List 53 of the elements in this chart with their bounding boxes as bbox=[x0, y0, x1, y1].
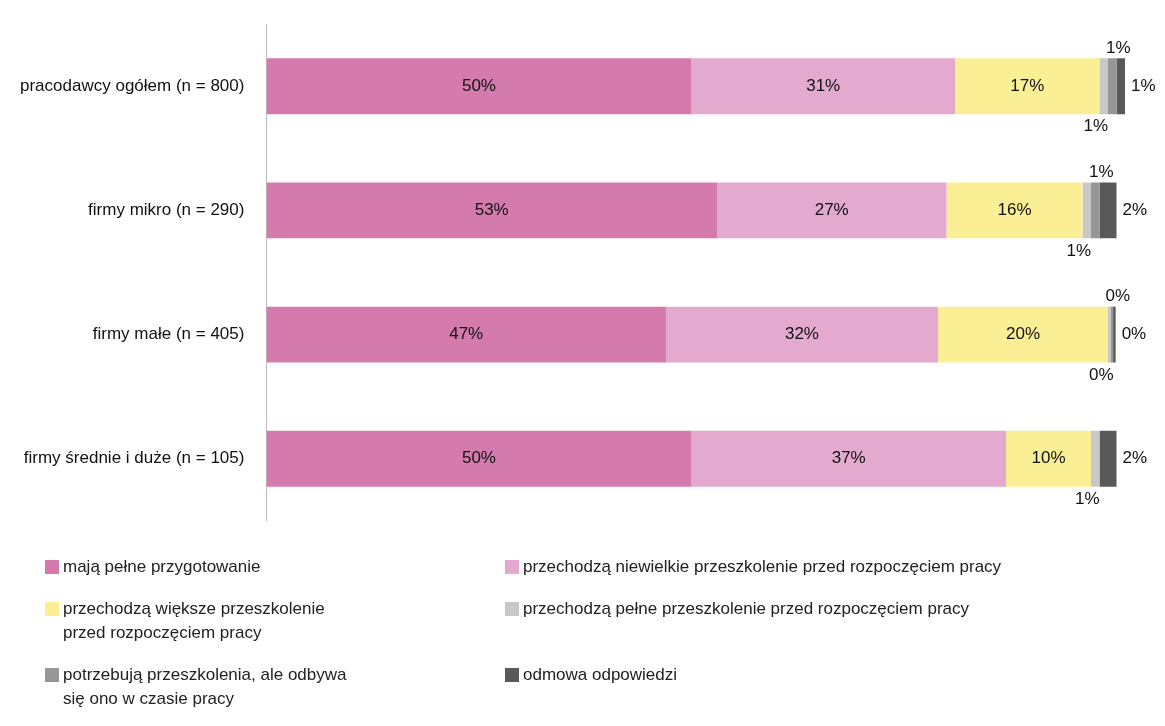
data-label: 0% bbox=[1088, 364, 1114, 384]
bar bbox=[954, 58, 1100, 115]
y-tick-label: firmy małe (n = 405) bbox=[92, 324, 245, 344]
data-label: 27% bbox=[814, 200, 849, 220]
legend-label: przechodzą większe przeszkolenie przed rozpoczęciem pracy bbox=[63, 598, 326, 644]
bar bbox=[691, 430, 1006, 487]
bar bbox=[1099, 58, 1108, 115]
data-label: 10% bbox=[1031, 448, 1066, 468]
bar bbox=[266, 306, 666, 363]
bar bbox=[716, 182, 947, 239]
data-label: 37% bbox=[831, 448, 866, 468]
data-label: 0% bbox=[1121, 324, 1147, 344]
bar bbox=[266, 182, 717, 239]
legend-label: potrzebują przeszkolenia, ale odbywa się ono w czasie pracy bbox=[63, 664, 348, 710]
legend-label: mają pełne przygotowanie bbox=[63, 556, 261, 578]
data-label: 1% bbox=[1131, 75, 1156, 95]
data-label: 2% bbox=[1122, 448, 1148, 468]
data-label: 50% bbox=[461, 448, 496, 468]
bar bbox=[691, 58, 955, 115]
bar bbox=[1091, 182, 1100, 239]
bar bbox=[1108, 58, 1117, 115]
data-label: 0% bbox=[1105, 285, 1131, 305]
data-label: 1% bbox=[1066, 240, 1092, 260]
data-label: 31% bbox=[806, 75, 841, 95]
data-label: 53% bbox=[474, 200, 509, 220]
data-label: 47% bbox=[449, 324, 484, 344]
bar bbox=[1099, 430, 1117, 487]
bar bbox=[1099, 182, 1117, 239]
bar bbox=[665, 306, 938, 363]
bar bbox=[946, 182, 1083, 239]
data-label: 32% bbox=[784, 324, 819, 344]
bar bbox=[266, 430, 692, 487]
legend-label: przechodzą niewielkie przeszkolenie przed rozpoczęciem pracy bbox=[523, 556, 1002, 578]
bar bbox=[1091, 430, 1100, 487]
data-label: 20% bbox=[1005, 324, 1041, 344]
y-tick-label: pracodawcy ogółem (n = 800) bbox=[19, 75, 245, 95]
data-label: 1% bbox=[1074, 488, 1100, 508]
data-label: 1% bbox=[1105, 37, 1131, 57]
data-label: 1% bbox=[1088, 161, 1114, 181]
bar bbox=[1082, 182, 1091, 239]
bar bbox=[1116, 58, 1125, 115]
bar bbox=[937, 306, 1108, 363]
y-tick-label: firmy średnie i duże (n = 105) bbox=[23, 448, 245, 468]
data-label: 2% bbox=[1122, 200, 1148, 220]
bar bbox=[266, 58, 692, 115]
bar bbox=[1005, 430, 1091, 487]
legend-label: przechodzą pełne przeszkolenie przed rozpoczęciem pracy bbox=[523, 598, 970, 620]
data-label: 50% bbox=[461, 75, 496, 95]
data-label: 16% bbox=[997, 200, 1032, 220]
data-label: 1% bbox=[1083, 116, 1109, 136]
legend-label: odmowa odpowiedzi bbox=[523, 664, 678, 686]
y-tick-label: firmy mikro (n = 290) bbox=[88, 200, 245, 220]
data-label: 17% bbox=[1010, 75, 1045, 95]
